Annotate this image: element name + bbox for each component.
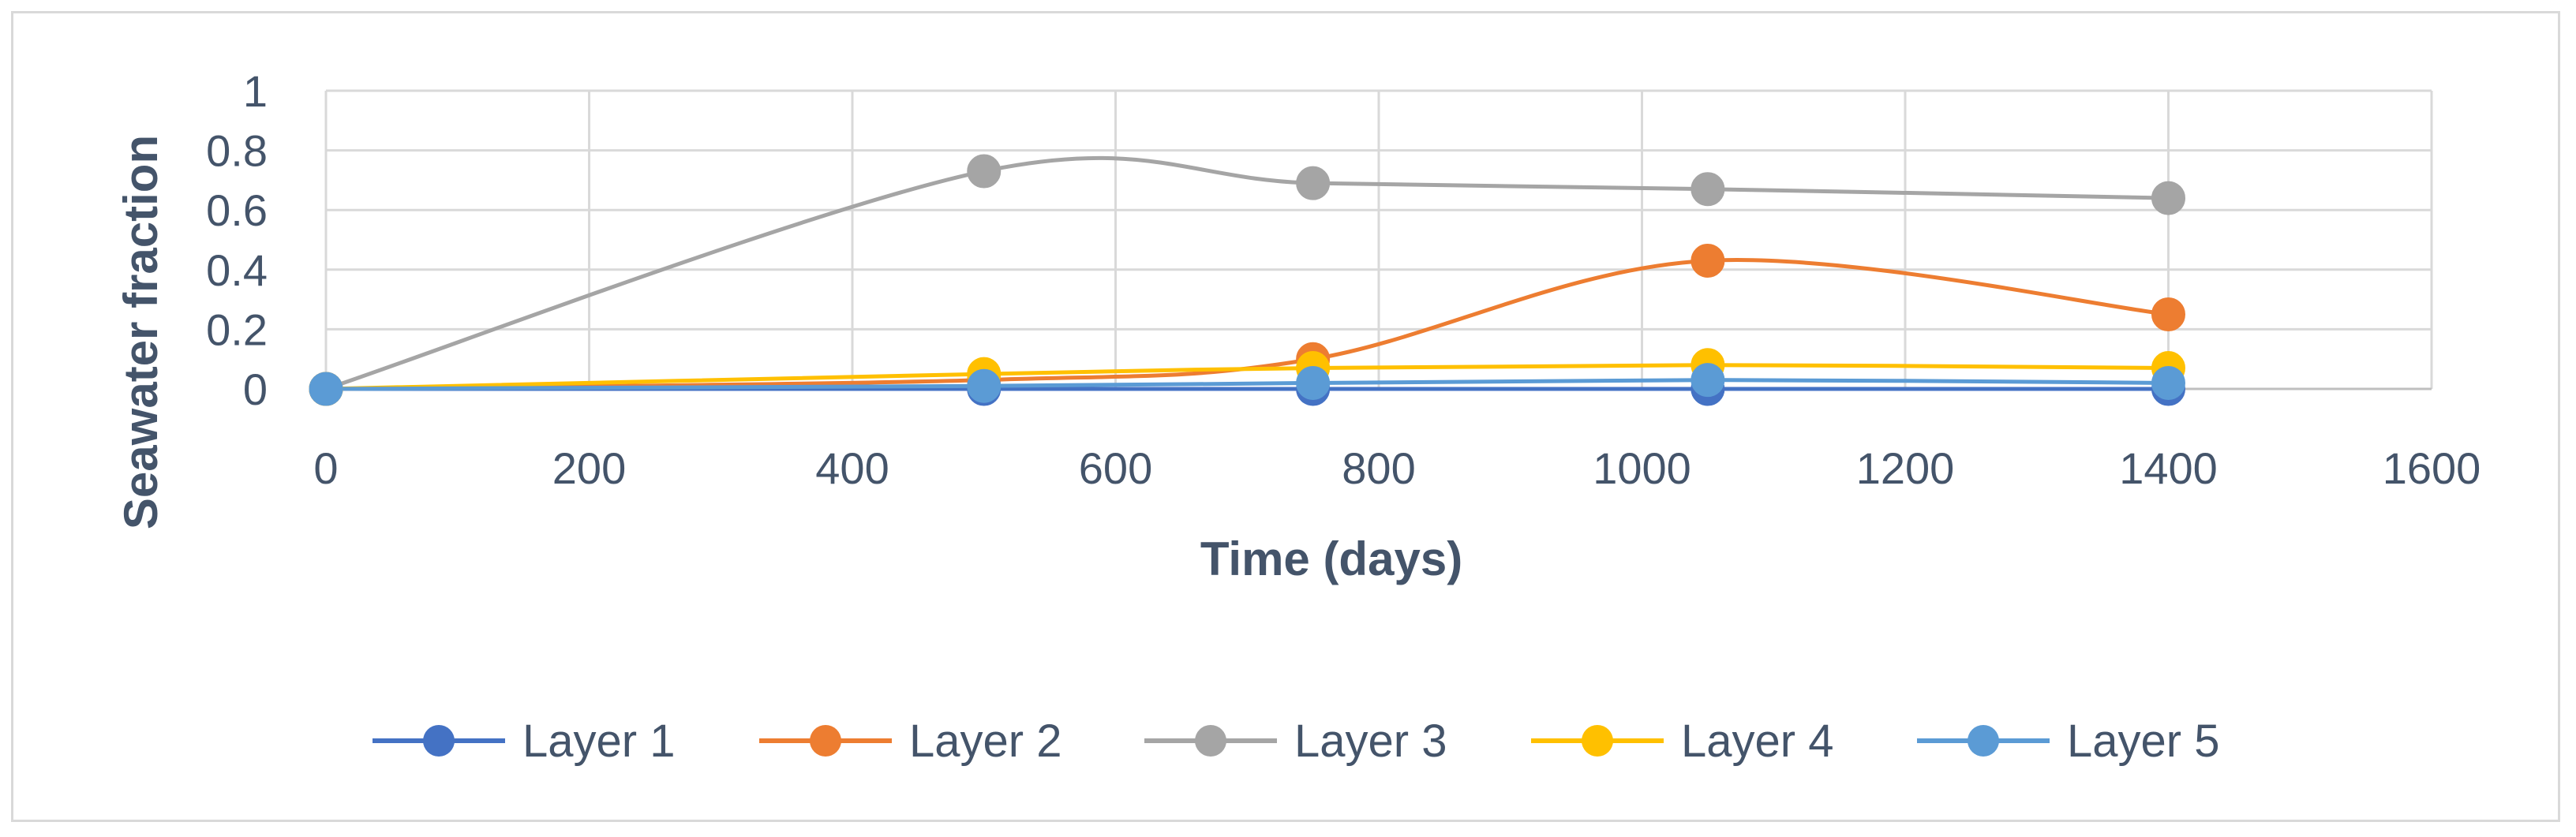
legend-item-layer-5: Layer 5	[1917, 716, 2219, 767]
legend-label: Layer 5	[2067, 716, 2219, 767]
x-tick-label: 1600	[2383, 443, 2481, 493]
layer-5-point	[1296, 365, 1331, 400]
series-lines	[325, 155, 2169, 391]
legend-marker	[1195, 725, 1226, 757]
y-axis-title: Seawater fraction	[114, 135, 167, 529]
x-tick-label: 1400	[2119, 443, 2218, 493]
y-tick-label: 0.4	[206, 245, 268, 295]
grid	[324, 89, 2433, 390]
x-tick-label: 1200	[1856, 443, 1955, 493]
layer-5-point	[309, 372, 343, 406]
x-axis-title: Time (days)	[1200, 532, 1462, 585]
x-tick-label: 400	[815, 443, 889, 493]
layer-3-point	[1690, 172, 1725, 207]
legend-marker	[423, 725, 455, 757]
layer-3-point	[2151, 181, 2185, 215]
legend-marker	[1582, 725, 1613, 757]
seawater-fraction-chart: 0 200 400 600 800 1000 1200 1400 1600 0 0.2 0.4 0.6 0…	[114, 66, 2481, 767]
layer-5-point	[1690, 363, 1725, 398]
legend: Layer 1 Layer 2 Layer 3 Layer 4 Layer 5	[373, 716, 2219, 767]
layer-2-point	[2151, 297, 2185, 331]
y-tick-label: 0	[243, 364, 268, 414]
legend-label: Layer 3	[1294, 716, 1447, 767]
layer-3-point	[1296, 166, 1331, 200]
y-tick-label: 0.8	[206, 126, 268, 176]
legend-label: Layer 1	[522, 716, 675, 767]
layer-5-point	[967, 368, 1002, 403]
series-markers	[309, 154, 2185, 406]
layer-3-point	[967, 154, 1002, 189]
legend-item-layer-1: Layer 1	[373, 716, 675, 767]
legend-marker	[810, 725, 841, 757]
x-tick-label: 600	[1079, 443, 1152, 493]
legend-marker	[1968, 725, 1999, 757]
layer-2-point	[1690, 243, 1725, 278]
x-tick-label: 0	[313, 443, 338, 493]
tick-labels: 0 200 400 600 800 1000 1200 1400 1600 0 0.2 0.4 0.6 0…	[206, 66, 2481, 493]
x-tick-label: 800	[1342, 443, 1415, 493]
legend-item-layer-4: Layer 4	[1531, 716, 1833, 767]
legend-item-layer-3: Layer 3	[1144, 716, 1447, 767]
x-tick-label: 1000	[1593, 443, 1691, 493]
y-tick-label: 0.6	[206, 185, 268, 235]
y-tick-label: 0.2	[206, 305, 268, 354]
legend-label: Layer 4	[1681, 716, 1833, 767]
legend-label: Layer 2	[909, 716, 1061, 767]
legend-item-layer-2: Layer 2	[759, 716, 1061, 767]
chart-frame: 0 200 400 600 800 1000 1200 1400 1600 0 0.2 0.4 0.6 0…	[11, 11, 2560, 822]
y-tick-label: 1	[243, 66, 268, 116]
layer-5-point	[2151, 365, 2185, 400]
x-tick-label: 200	[552, 443, 626, 493]
